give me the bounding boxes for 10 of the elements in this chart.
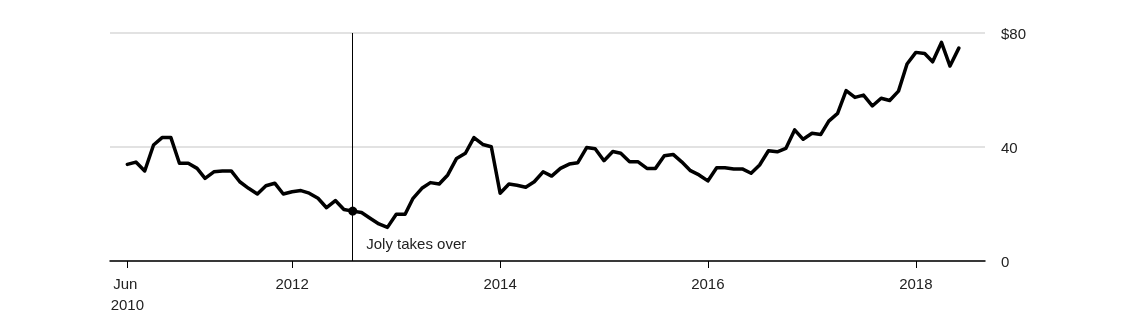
y-tick-label: 0 bbox=[1001, 252, 1010, 270]
x-tick-label: 2014 bbox=[483, 275, 517, 292]
y-tick-label: $80 bbox=[1001, 24, 1027, 42]
annotation: Joly takes over bbox=[366, 234, 467, 252]
y-tick-label: 40 bbox=[1001, 138, 1018, 156]
line-series bbox=[125, 40, 961, 230]
x-tick-label: 2012 bbox=[275, 275, 309, 292]
x-tick-label: 2018 bbox=[899, 275, 933, 292]
x-tick-label: Jun 2010 bbox=[110, 275, 145, 313]
x-tick-label: 2016 bbox=[691, 275, 725, 292]
